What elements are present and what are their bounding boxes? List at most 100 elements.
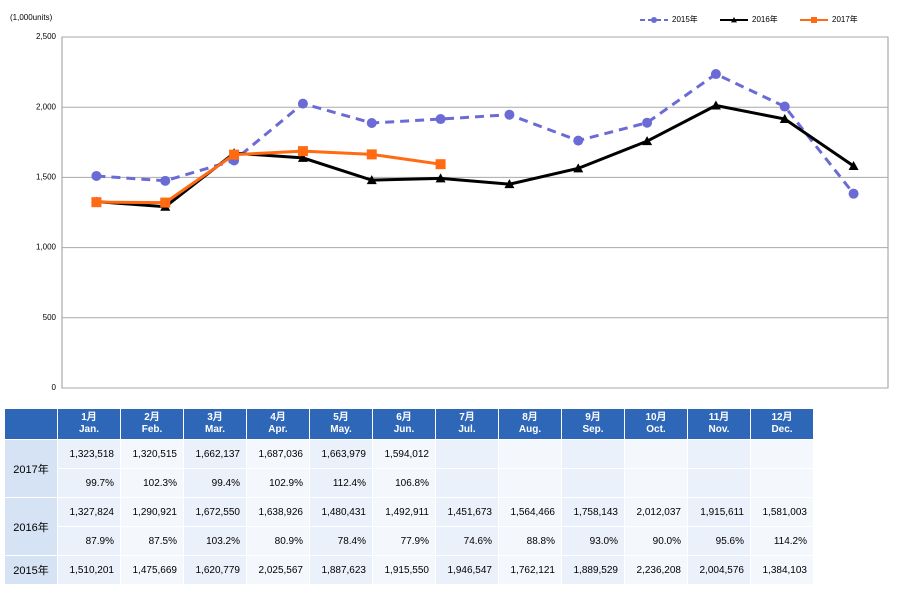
value-cell: 1,323,518 — [57, 439, 121, 469]
month-jp: 5月 — [333, 412, 349, 423]
value-cell: 1,758,143 — [561, 497, 625, 527]
y-tick-label: 1,500 — [36, 173, 57, 182]
month-header: 3月 Mar. — [183, 408, 247, 440]
ratio-cell: 80.9% — [246, 526, 310, 556]
value-cell: 1,620,779 — [183, 555, 247, 585]
row-header: 2017年 — [4, 439, 58, 498]
month-jp: 9月 — [585, 412, 601, 423]
table-row: 1月 Jan. 2月 Feb. 3月 Mar. 4月 Apr. 5月 May. 6月 Jun. 7月 Ju… — [4, 408, 814, 440]
ratio-cell: 90.0% — [624, 526, 688, 556]
month-jp: 12月 — [771, 412, 793, 423]
marker — [435, 173, 446, 183]
value-cell: 1,915,611 — [687, 497, 751, 527]
marker — [504, 109, 515, 120]
value-cell: 1,451,673 — [435, 497, 499, 527]
table-row: 2015年 1,510,201 1,475,669 1,620,779 2,025,56… — [4, 555, 814, 585]
ratio-cell: 78.4% — [309, 526, 373, 556]
month-en: Aug. — [518, 424, 542, 435]
value-cell: 1,475,669 — [120, 555, 184, 585]
month-header: 2月 Feb. — [120, 408, 184, 440]
value-cell: 1,946,547 — [435, 555, 499, 585]
value-cell — [687, 439, 751, 469]
value-cell — [750, 439, 814, 469]
month-jp: 3月 — [207, 412, 223, 423]
ratio-cell: 77.9% — [372, 526, 436, 556]
marker — [160, 175, 171, 186]
ratio-cell: 88.8% — [498, 526, 562, 556]
value-cell: 2,025,567 — [246, 555, 310, 585]
month-en: Dec. — [771, 424, 793, 435]
month-header: 4月 Apr. — [246, 408, 310, 440]
month-en: Jun. — [393, 424, 415, 435]
marker — [91, 170, 102, 181]
month-header: 8月 Aug. — [498, 408, 562, 440]
y-tick-label: 0 — [52, 383, 57, 392]
month-en: Jan. — [78, 424, 99, 435]
marker — [573, 135, 584, 146]
legend-label: 2017年 — [832, 14, 858, 24]
row-header: 2016年 — [4, 497, 58, 556]
legend-marker — [731, 17, 737, 23]
marker — [229, 149, 240, 160]
month-header: 7月 Jul. — [435, 408, 499, 440]
marker — [366, 117, 377, 128]
ratio-cell — [498, 468, 562, 498]
value-cell: 1,663,979 — [309, 439, 373, 469]
ratio-cell — [624, 468, 688, 498]
value-cell: 1,887,623 — [309, 555, 373, 585]
value-cell: 1,889,529 — [561, 555, 625, 585]
marker — [848, 188, 859, 199]
value-cell: 1,320,515 — [120, 439, 184, 469]
series-line — [96, 149, 441, 205]
legend-marker — [811, 17, 817, 23]
marker — [779, 101, 790, 112]
value-cell: 1,638,926 — [246, 497, 310, 527]
ratio-cell: 99.7% — [57, 468, 121, 498]
table-row: 99.7% 102.3% 99.4% 102.9% 112.4% 106.8% — [5, 468, 814, 498]
ratio-cell: 95.6% — [687, 526, 751, 556]
value-cell: 2,236,208 — [624, 555, 688, 585]
table-row: 2016年 1,327,824 1,290,921 1,672,550 1,638,92… — [4, 497, 814, 556]
ratio-cell: 74.6% — [435, 526, 499, 556]
row-header: 2015年 — [4, 555, 58, 585]
month-jp: 2月 — [144, 412, 160, 423]
month-jp: 6月 — [396, 412, 412, 423]
ratio-cell: 103.2% — [183, 526, 247, 556]
marker — [297, 152, 308, 162]
marker — [435, 159, 446, 170]
month-jp: 11月 — [708, 412, 730, 423]
y-axis-label: (1,000units) — [10, 13, 53, 22]
month-en: Nov. — [708, 424, 730, 435]
value-cell — [561, 439, 625, 469]
value-cell: 1,327,824 — [57, 497, 121, 527]
month-en: Jul. — [458, 424, 476, 435]
marker — [435, 114, 446, 125]
month-jp: 4月 — [270, 412, 286, 423]
ratio-cell: 102.9% — [246, 468, 310, 498]
series-line — [96, 72, 855, 195]
ratio-cell: 87.9% — [57, 526, 121, 556]
marker — [366, 175, 377, 185]
marker — [297, 98, 308, 109]
marker — [848, 161, 859, 171]
value-cell: 1,594,012 — [372, 439, 436, 469]
value-cell: 1,384,103 — [750, 555, 814, 585]
ratio-cell — [750, 468, 814, 498]
month-header: 10月 Oct. — [624, 408, 688, 440]
marker — [642, 117, 653, 128]
value-cell: 1,290,921 — [120, 497, 184, 527]
marker — [297, 146, 308, 157]
plot-area — [61, 36, 889, 389]
month-en: May. — [330, 424, 352, 435]
value-cell: 1,915,550 — [372, 555, 436, 585]
ratio-cell — [435, 468, 499, 498]
value-cell: 2,012,037 — [624, 497, 688, 527]
month-en: Mar. — [204, 424, 225, 435]
month-jp: 1月 — [81, 412, 97, 423]
month-en: Apr. — [268, 424, 288, 435]
month-header: 9月 Sep. — [561, 408, 625, 440]
month-jp: 8月 — [522, 412, 538, 423]
marker — [642, 136, 653, 146]
value-cell: 1,762,121 — [498, 555, 562, 585]
ratio-cell: 102.3% — [120, 468, 184, 498]
